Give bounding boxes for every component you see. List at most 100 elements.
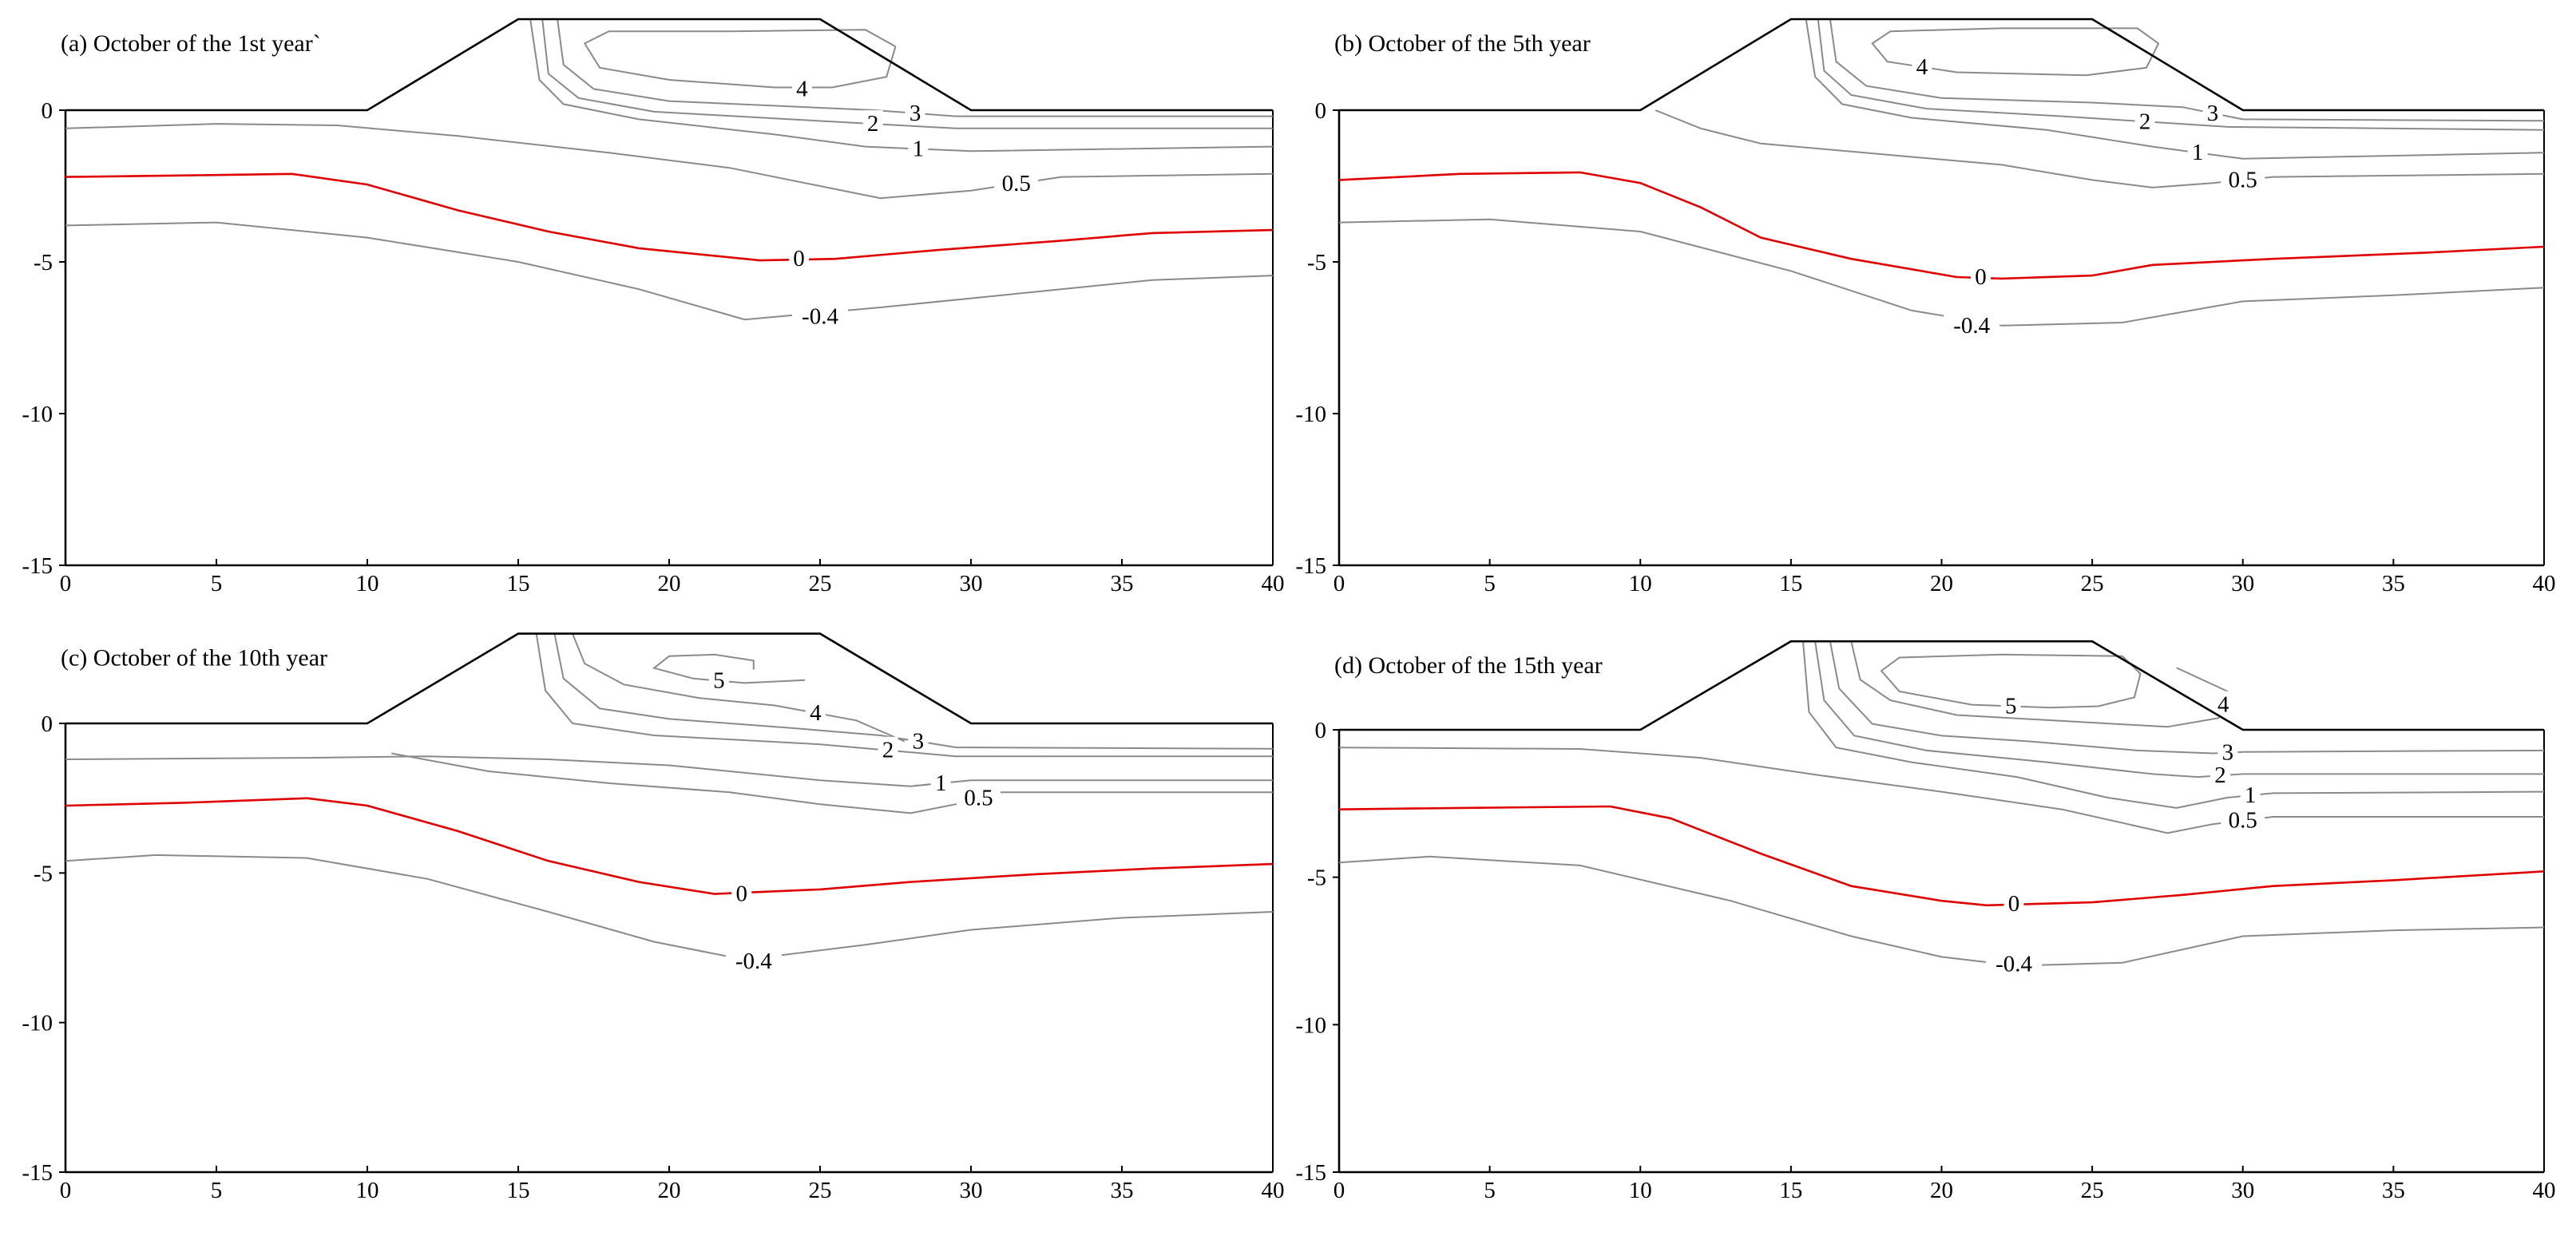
x-tick-label: 40	[1262, 571, 1285, 596]
x-tick-label: 0	[60, 571, 72, 596]
contour-label-bg	[1912, 53, 1932, 77]
x-tick-label: 40	[2533, 1178, 2556, 1203]
x-tick-label: 35	[1111, 1178, 1134, 1203]
panel-1: (a) October of the 1st year`0 5 10 15 20 25 30…	[22, 18, 1285, 596]
y-tick-label: -15	[22, 553, 53, 579]
contour-label-bg	[2240, 782, 2261, 806]
contour-line	[1850, 640, 2229, 728]
y-tick-label: 0	[1315, 98, 1327, 124]
x-tick-label: 10	[356, 1178, 379, 1203]
contour-label-bg	[2134, 108, 2155, 133]
contour-line	[1338, 218, 2545, 327]
contour-label: 3	[2207, 101, 2219, 126]
contour-label-bg	[862, 110, 883, 135]
x-tick-label: 25	[2081, 1178, 2104, 1203]
x-tick-label: 10	[1629, 1178, 1652, 1203]
contour-label: 3	[913, 728, 925, 754]
y-tick-label: -10	[22, 1011, 53, 1036]
x-tick-label: 25	[809, 571, 832, 596]
embankment-outline	[65, 18, 1273, 112]
y-tick-label: -5	[34, 250, 53, 275]
y-tick-label: -15	[22, 1160, 53, 1186]
contour-label: 4	[2217, 692, 2229, 718]
x-tick-label: 30	[960, 571, 983, 596]
y-tick-label: -10	[1295, 402, 1326, 427]
contour-line	[1829, 18, 2545, 122]
contour-label-bg	[2187, 139, 2208, 164]
contour-line	[1814, 641, 2544, 778]
contour-label-bg	[2202, 99, 2223, 124]
x-tick-label: 40	[1262, 1178, 1285, 1203]
x-tick-label: 25	[809, 1178, 832, 1203]
contour-line	[65, 854, 1274, 961]
contour-label-bg	[1986, 950, 2043, 975]
contour-label: -0.4	[1953, 313, 1990, 339]
x-tick-label: 30	[2231, 1178, 2254, 1203]
contour-line	[1880, 653, 2142, 709]
contour-label: 2	[882, 738, 894, 763]
contour-line	[529, 18, 1274, 153]
panel-title: (d) October of the 15th year	[1334, 652, 1603, 679]
x-tick-label: 0	[60, 1178, 72, 1203]
panel-title: (a) October of the 1st year`	[61, 30, 321, 57]
contour-label-bg	[908, 727, 929, 752]
contour-zero-line	[1338, 171, 2545, 280]
y-tick-label: 0	[42, 711, 54, 737]
contour-label: 4	[1916, 54, 1928, 80]
y-tick-label: -10	[1295, 1012, 1326, 1038]
contour-line	[1338, 747, 2544, 834]
contour-label: 1	[935, 771, 947, 796]
panel-title: (c) October of the 10th year	[61, 645, 327, 672]
contour-line	[535, 633, 1273, 758]
contour-label: 0.5	[1002, 171, 1031, 196]
x-tick-label: 5	[1484, 1178, 1496, 1203]
contour-label-bg	[930, 769, 951, 794]
contour-label-bg	[1944, 311, 2000, 336]
y-tick-label: -5	[1307, 250, 1326, 275]
contour-line	[557, 18, 1273, 117]
x-tick-label: 25	[2081, 571, 2104, 596]
x-tick-label: 15	[507, 571, 530, 596]
contour-label: 5	[713, 668, 725, 694]
contour-label-bg	[905, 99, 925, 124]
contour-line	[553, 633, 1274, 750]
contour-label-bg	[731, 880, 752, 905]
contour-label: 1	[2192, 140, 2204, 165]
x-tick-label: 0	[1334, 1178, 1345, 1203]
contour-label: 0	[2008, 891, 2020, 917]
contour-zero-line	[1338, 805, 2545, 907]
contour-label: 5	[2005, 693, 2017, 719]
contour-line	[541, 18, 1273, 129]
contour-label-bg	[2003, 889, 2024, 914]
x-tick-label: 35	[2382, 571, 2405, 596]
y-tick-label: 0	[1315, 718, 1327, 743]
contour-label: 0	[735, 881, 747, 907]
embankment-outline	[1339, 640, 2544, 731]
contour-line	[583, 29, 897, 89]
contour-label-bg	[725, 947, 782, 972]
contour-label-bg	[2221, 166, 2265, 191]
contour-label-bg	[908, 135, 929, 160]
x-tick-label: 0	[1334, 571, 1345, 596]
contour-label: 3	[2222, 740, 2234, 766]
x-tick-label: 35	[1111, 571, 1134, 596]
contour-line	[1805, 18, 2545, 160]
contour-label: 2	[867, 111, 879, 137]
embankment-outline	[1339, 18, 2544, 112]
contour-label: 0.5	[964, 786, 993, 811]
x-tick-label: 15	[1779, 1178, 1802, 1203]
contour-label-bg	[956, 784, 1001, 809]
x-tick-label: 15	[507, 1178, 530, 1203]
x-tick-label: 20	[658, 1178, 681, 1203]
y-tick-label: 0	[42, 98, 54, 124]
y-tick-label: -10	[22, 402, 53, 427]
contour-label-bg	[2213, 691, 2233, 715]
contour-label: 2	[2139, 109, 2151, 134]
contour-line	[572, 633, 906, 743]
contour-label-bg	[2209, 762, 2230, 786]
contour-label: -0.4	[735, 949, 772, 974]
